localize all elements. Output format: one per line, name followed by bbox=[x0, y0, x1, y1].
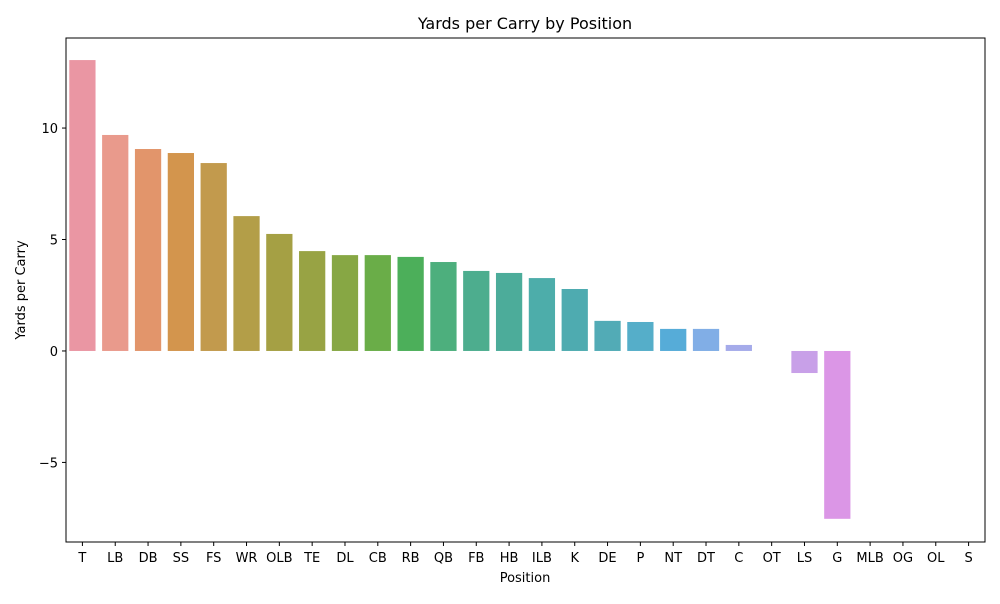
x-tick-label: G bbox=[832, 551, 842, 566]
plot-frame bbox=[65, 37, 986, 543]
bar-P bbox=[627, 321, 654, 351]
x-tick-label: DL bbox=[336, 551, 354, 566]
x-axis-label: Position bbox=[500, 571, 551, 586]
x-tick-label: DE bbox=[598, 551, 616, 566]
x-tick-label: S bbox=[964, 551, 972, 566]
bar-DB bbox=[134, 149, 162, 351]
x-tick-label: RB bbox=[402, 551, 420, 566]
x-tick-label: NT bbox=[664, 551, 682, 566]
x-tick-label: OLB bbox=[266, 551, 292, 566]
y-tick-label: 0 bbox=[50, 345, 58, 360]
x-tick-label: LB bbox=[107, 551, 123, 566]
bar-QB bbox=[430, 262, 457, 351]
x-tick-label: K bbox=[570, 551, 579, 566]
bar-T bbox=[69, 60, 96, 351]
bar-TE bbox=[299, 251, 326, 351]
bar-DE bbox=[594, 320, 621, 351]
bar-G bbox=[824, 350, 851, 519]
x-tick-label: QB bbox=[434, 551, 453, 566]
x-tick-label: WR bbox=[236, 551, 258, 566]
x-tick-label: FS bbox=[206, 551, 222, 566]
y-tick-label: 10 bbox=[41, 122, 58, 137]
bar-HB bbox=[495, 272, 523, 351]
x-tick-label: DT bbox=[697, 551, 715, 566]
x-tick-label: C bbox=[734, 551, 743, 566]
bar-FS bbox=[200, 163, 227, 351]
bar-OLB bbox=[266, 233, 293, 351]
x-tick-label: HB bbox=[500, 551, 519, 566]
x-tick-label: CB bbox=[369, 551, 387, 566]
x-tick-label: LS bbox=[797, 551, 813, 566]
x-tick-label: T bbox=[77, 551, 86, 566]
y-axis-label: Yards per Carry bbox=[14, 240, 29, 341]
bar-CB bbox=[364, 255, 391, 351]
x-tick-label: MLB bbox=[856, 551, 883, 566]
bar-NT bbox=[660, 328, 687, 351]
x-tick-label: TE bbox=[303, 551, 320, 566]
bar-DT bbox=[692, 328, 720, 351]
bar-LS bbox=[791, 350, 818, 374]
bar-DL bbox=[331, 255, 359, 351]
x-tick-label: ILB bbox=[532, 551, 552, 566]
y-tick-label: 5 bbox=[50, 234, 58, 249]
bar-WR bbox=[233, 216, 260, 351]
x-tick-label: P bbox=[636, 551, 644, 566]
x-tick-label: OT bbox=[763, 551, 781, 566]
x-tick-label: SS bbox=[173, 551, 190, 566]
bar-C bbox=[725, 344, 752, 351]
bar-LB bbox=[102, 134, 129, 351]
x-tick-label: OL bbox=[927, 551, 945, 566]
bar-FB bbox=[463, 270, 490, 351]
x-tick-label: OG bbox=[893, 551, 913, 566]
bar-K bbox=[561, 288, 588, 351]
chart-title: Yards per Carry by Position bbox=[417, 14, 632, 33]
y-tick-label: −5 bbox=[39, 456, 58, 471]
x-tick-label: FB bbox=[468, 551, 484, 566]
bar-RB bbox=[397, 256, 424, 351]
bar-ILB bbox=[528, 278, 556, 351]
x-tick-label: DB bbox=[139, 551, 158, 566]
bar-SS bbox=[167, 153, 195, 351]
